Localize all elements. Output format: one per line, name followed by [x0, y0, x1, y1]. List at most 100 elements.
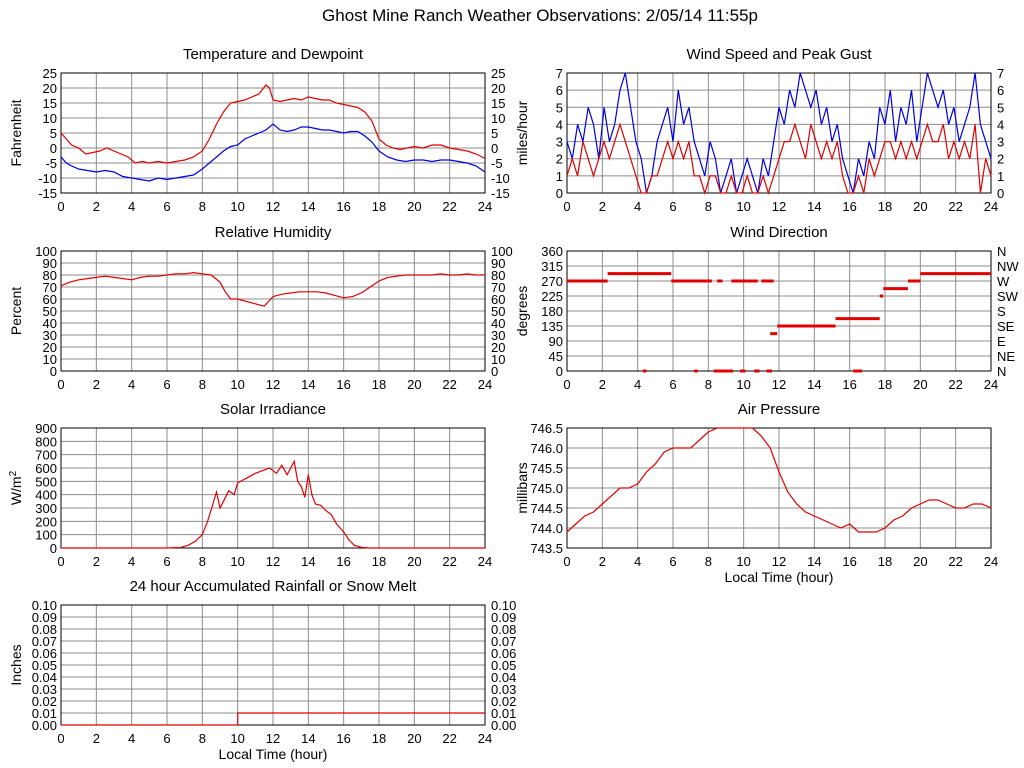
y-tick-label: 100: [35, 244, 57, 259]
x-tick-label: 8: [705, 377, 712, 392]
pressure-xlabel: Local Time (hour): [725, 569, 834, 585]
x-tick-label: 6: [669, 199, 676, 214]
wind-direction-ylabel: degrees: [514, 286, 530, 337]
y-tick-label: 900: [35, 421, 57, 436]
x-tick-label: 2: [93, 554, 100, 569]
x-tick-label: 2: [599, 377, 606, 392]
temperature-ylabel: Fahrenheit: [8, 99, 24, 166]
x-tick-label: 10: [736, 377, 750, 392]
y-tick-label: 744.0: [530, 521, 563, 536]
wind-speed-series-1-line: [566, 122, 992, 196]
right-tick-label: 0.09: [491, 610, 516, 625]
x-tick-label: 14: [807, 554, 821, 569]
y-tick-label: 315: [541, 259, 563, 274]
y-tick-label: 0.09: [32, 610, 57, 625]
y-tick-label: 800: [35, 434, 57, 449]
right-tick-label: 0.01: [491, 706, 516, 721]
right-tick-label: 0.04: [491, 670, 516, 685]
right-tick-label: 90: [491, 256, 505, 271]
right-tick-label: 60: [491, 292, 505, 307]
temperature-series-1-line: [60, 123, 486, 182]
y-tick-label: 360: [541, 244, 563, 259]
wind-speed-frame: [566, 72, 992, 194]
right-tick-label: 2: [997, 152, 1004, 167]
x-tick-label: 4: [634, 554, 641, 569]
x-tick-label: 12: [772, 377, 786, 392]
x-tick-label: 20: [407, 731, 421, 746]
y-tick-label: 20: [43, 340, 57, 355]
humidity-ylabel: Percent: [8, 287, 24, 335]
x-tick-label: 0: [57, 199, 64, 214]
x-tick-label: 4: [128, 199, 135, 214]
y-tick-label: 5: [50, 126, 57, 141]
x-tick-label: 6: [669, 377, 676, 392]
y-tick-label: 10: [43, 111, 57, 126]
x-tick-label: 0: [563, 199, 570, 214]
right-tick-label: W: [997, 274, 1010, 289]
y-tick-label: 30: [43, 328, 57, 343]
x-tick-label: 6: [163, 377, 170, 392]
right-tick-label: 5: [491, 126, 498, 141]
right-tick-label: 15: [491, 96, 505, 111]
y-tick-label: 746.0: [530, 441, 563, 456]
pressure-series-0-line: [566, 427, 992, 533]
y-tick-label: 0: [556, 364, 563, 379]
solar-title: Solar Irradiance: [220, 401, 326, 418]
right-tick-label: 0.00: [491, 718, 516, 733]
x-tick-label: 20: [407, 377, 421, 392]
x-tick-label: 0: [57, 554, 64, 569]
ylabel-text: Fahrenheit: [8, 99, 24, 166]
x-tick-label: 14: [301, 199, 315, 214]
x-tick-label: 20: [407, 554, 421, 569]
x-tick-label: 14: [807, 199, 821, 214]
x-tick-label: 10: [230, 731, 244, 746]
y-tick-label: 400: [35, 488, 57, 503]
x-tick-label: 8: [199, 554, 206, 569]
ylabel-text: millibars: [514, 462, 530, 513]
temperature-series-0-line: [60, 84, 486, 164]
x-tick-label: 12: [266, 731, 280, 746]
right-tick-label: 25: [491, 66, 505, 81]
right-tick-label: N: [997, 364, 1006, 379]
y-tick-label: 5: [556, 100, 563, 115]
solar-ylabel: W/m2: [8, 470, 24, 505]
y-tick-label: 745.5: [530, 461, 563, 476]
right-tick-label: E: [997, 334, 1006, 349]
right-tick-label: 40: [491, 316, 505, 331]
ylabel-text: Inches: [8, 644, 24, 685]
x-tick-label: 14: [807, 377, 821, 392]
right-tick-label: S: [997, 304, 1006, 319]
right-tick-label: 20: [491, 340, 505, 355]
y-tick-label: 0.01: [32, 706, 57, 721]
x-tick-label: 22: [442, 377, 456, 392]
x-tick-label: 6: [163, 199, 170, 214]
x-tick-label: 12: [772, 199, 786, 214]
y-tick-label: 70: [43, 280, 57, 295]
y-tick-label: 0: [50, 141, 57, 156]
y-tick-label: 180: [541, 304, 563, 319]
x-tick-label: 14: [301, 377, 315, 392]
x-tick-label: 24: [478, 731, 492, 746]
x-tick-label: 22: [948, 377, 962, 392]
right-tick-label: 70: [491, 280, 505, 295]
y-tick-label: 0: [556, 186, 563, 201]
y-tick-label: 0: [50, 364, 57, 379]
x-tick-label: 16: [842, 554, 856, 569]
y-tick-label: 270: [541, 274, 563, 289]
x-tick-label: 24: [984, 199, 998, 214]
humidity-frame: [60, 250, 486, 372]
solar-frame: [60, 427, 486, 549]
x-tick-label: 18: [878, 554, 892, 569]
wind-direction-frame: [566, 250, 992, 372]
x-tick-label: 22: [442, 731, 456, 746]
x-tick-label: 8: [199, 731, 206, 746]
right-tick-label: 7: [997, 66, 1004, 81]
x-tick-label: 6: [669, 554, 676, 569]
y-tick-label: 40: [43, 316, 57, 331]
x-tick-label: 8: [705, 199, 712, 214]
y-tick-label: 600: [35, 461, 57, 476]
right-tick-label: 0.08: [491, 622, 516, 637]
